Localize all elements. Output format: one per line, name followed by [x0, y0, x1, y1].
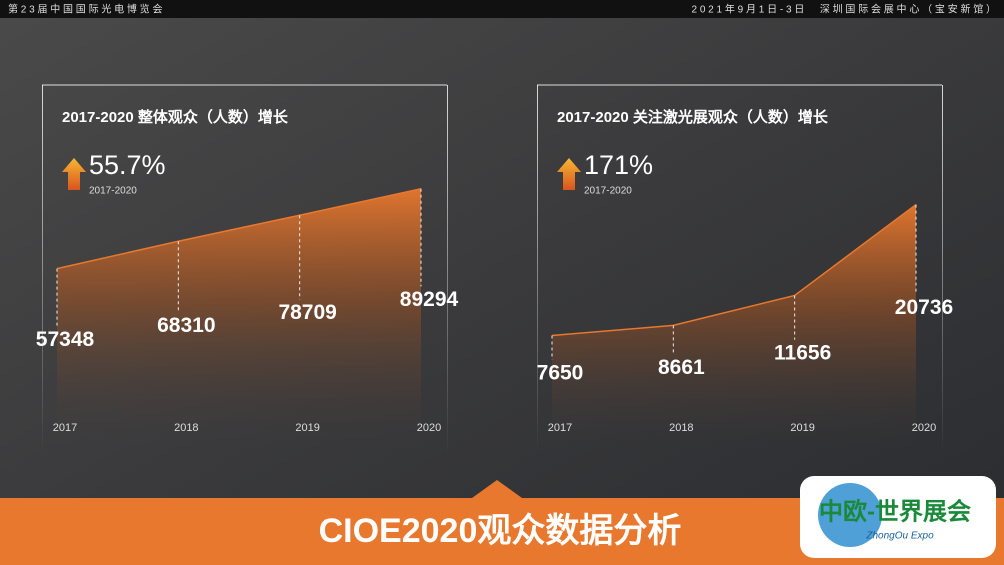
- value-label: 57348: [36, 328, 95, 351]
- x-tick-label: 2019: [295, 422, 319, 434]
- logo: 中欧-世界展会 ZhongOu Expo: [800, 476, 996, 558]
- panel-border: [447, 85, 448, 455]
- panel-border: [942, 85, 943, 455]
- logo-globe: [818, 483, 882, 547]
- x-tick-label: 2020: [912, 422, 936, 434]
- value-label: 8661: [658, 356, 705, 379]
- x-tick-label: 2017: [548, 422, 572, 434]
- x-tick-label: 2019: [790, 422, 814, 434]
- x-tick-label: 2020: [417, 422, 441, 434]
- value-label: 20736: [895, 296, 953, 319]
- footer-title: CIOE2020观众数据分析: [319, 512, 682, 550]
- chart-title: 2017-2020 关注激光展观众（人数）增长: [557, 108, 829, 126]
- growth-period: 2017-2020: [89, 186, 137, 197]
- value-label: 11656: [774, 341, 831, 364]
- area-line: [551, 204, 917, 337]
- logo-subtitle: ZhongOu Expo: [865, 531, 934, 542]
- logo-name: 中欧-世界展会: [819, 497, 971, 525]
- header-left: 第 2 3 届 中 国 国 际 光 电 博 览 会: [8, 3, 162, 16]
- chart-title: 2017-2020 整体观众（人数）增长: [62, 108, 289, 126]
- panel-border: [537, 85, 538, 455]
- top-bar: [0, 0, 1004, 18]
- area: [57, 188, 421, 452]
- growth-arrow: [62, 158, 86, 190]
- value-label: 78709: [278, 301, 336, 324]
- growth-period: 2017-2020: [584, 186, 632, 197]
- x-tick-label: 2018: [174, 422, 198, 434]
- x-tick-label: 2017: [53, 422, 77, 434]
- value-label: 68310: [157, 314, 215, 337]
- charts: 2017-2020 整体观众（人数）增长 55.7% 2017-2020 57348 2…: [36, 84, 953, 455]
- area-line: [56, 188, 422, 270]
- header-right: 2 0 2 1 年 9 月 1 日 - 3 日 深 圳 国 际 会 展 中 心 …: [692, 3, 997, 16]
- growth-arrow: [557, 158, 581, 190]
- footer-notch: [472, 480, 522, 498]
- growth-value: 171%: [584, 150, 653, 180]
- growth-value: 55.7%: [89, 150, 166, 180]
- value-label: 89294: [400, 288, 459, 311]
- value-label: 7650: [537, 361, 584, 384]
- panel-border: [42, 85, 43, 455]
- x-tick-label: 2018: [669, 422, 693, 434]
- area: [552, 204, 916, 452]
